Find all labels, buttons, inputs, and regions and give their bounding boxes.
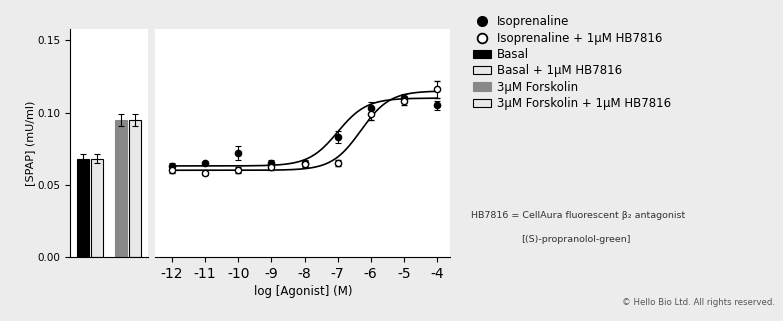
Bar [77,159,89,257]
Bar [92,159,103,257]
Text: [(S)-propranolol-green]: [(S)-propranolol-green] [521,235,631,244]
Text: HB7816 = CellAura fluorescent β₂ antagonist: HB7816 = CellAura fluorescent β₂ antagon… [471,211,685,220]
Y-axis label: [SPAP] (mU/ml): [SPAP] (mU/ml) [25,100,35,186]
X-axis label: log [Agonist] (M): log [Agonist] (M) [254,285,352,298]
Bar [129,120,142,257]
Legend: Isoprenaline, Isoprenaline + 1μM HB7816, Basal, Basal + 1μM HB7816, 3μM Forskoli: Isoprenaline, Isoprenaline + 1μM HB7816,… [474,15,671,110]
Text: © Hello Bio Ltd. All rights reserved.: © Hello Bio Ltd. All rights reserved. [622,298,775,307]
Bar [115,120,127,257]
